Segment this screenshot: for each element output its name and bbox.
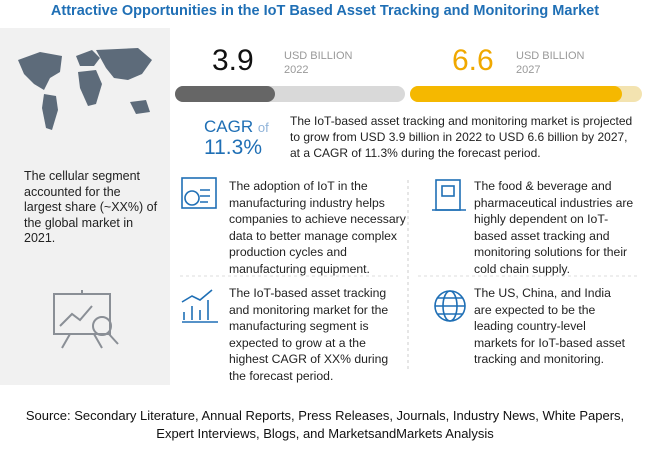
text-line: The US, China, and India bbox=[474, 286, 611, 300]
unit: USD BILLION bbox=[516, 50, 585, 62]
text-line: at a CAGR of 11.3% during the forecast p… bbox=[290, 146, 541, 160]
text-line: Expert Interviews, Blogs, and Marketsand… bbox=[156, 426, 494, 441]
text-line: production cycles and bbox=[229, 245, 347, 259]
text-line: markets for IoT-based asset bbox=[474, 335, 626, 350]
insight: The US, China, and India are expected to … bbox=[474, 285, 625, 368]
text-line: monitoring solutions for their bbox=[474, 245, 628, 259]
cagr: CAGR bbox=[204, 117, 254, 136]
text-line: leading country-level bbox=[474, 319, 586, 333]
text-line: The IoT-based asset tracking and monitor… bbox=[290, 114, 633, 128]
text-line: manufacturing industry helps bbox=[229, 195, 385, 210]
text-line: highly dependent on IoT- bbox=[474, 212, 609, 226]
cagr-value: 11.3% bbox=[204, 136, 262, 159]
market-value: 3.9 bbox=[212, 44, 254, 77]
text-line: are expected to be the bbox=[474, 302, 596, 317]
bar-fill bbox=[175, 86, 275, 102]
text-line: accounted for the bbox=[24, 184, 121, 199]
year: 2022 bbox=[284, 64, 309, 76]
market-unit: USD BILLION 2027 bbox=[516, 49, 584, 77]
insight: The IoT-based asset tracking and monitori… bbox=[229, 285, 388, 384]
text-line: data to better manage complex bbox=[229, 228, 398, 243]
insight-layout bbox=[180, 177, 640, 370]
text-line: manufacturing segment is bbox=[229, 319, 369, 333]
text-line: largest share (~XX%) of bbox=[24, 200, 158, 214]
text-line: companies to achieve necessary bbox=[229, 212, 406, 226]
text-line: tracking and monitoring. bbox=[474, 352, 605, 366]
text-line: pharmaceutical industries are bbox=[474, 195, 634, 210]
text-line: 2021. bbox=[24, 231, 56, 245]
source: Source: Secondary Literature, Annual Rep… bbox=[0, 407, 650, 443]
text-line: manufacturing equipment. bbox=[229, 261, 370, 276]
title: Attractive Opportunities in the IoT Base… bbox=[50, 3, 600, 19]
world-map bbox=[18, 48, 152, 130]
text-line: The cellular segment bbox=[24, 169, 141, 183]
market-unit: USD BILLION 2022 bbox=[284, 49, 352, 77]
text-line: expected to grow at a the bbox=[229, 335, 366, 350]
unit: USD BILLION bbox=[284, 50, 353, 62]
insight: The food & beverage and pharmaceutical in… bbox=[474, 178, 633, 277]
text-line: The IoT-based asset tracking bbox=[229, 286, 387, 300]
presentation-icon bbox=[53, 290, 119, 349]
text-line: Source: Secondary Literature, Annual Rep… bbox=[25, 408, 625, 423]
cagr-of: of bbox=[257, 120, 269, 135]
bar-fill bbox=[410, 86, 622, 102]
market-value: 6.6 bbox=[452, 44, 494, 77]
text-line: The adoption of IoT in the bbox=[229, 179, 368, 193]
text-line: The food & beverage and bbox=[474, 179, 612, 193]
text-line: the global market in bbox=[24, 215, 134, 230]
text-line: cold chain supply. bbox=[474, 261, 570, 276]
text-line: based asset tracking and bbox=[474, 228, 610, 243]
year: 2027 bbox=[516, 64, 541, 76]
insight: The adoption of IoT in the manufacturing … bbox=[229, 178, 406, 277]
summary: The IoT-based asset tracking and monitor… bbox=[290, 113, 632, 161]
text-line: highest CAGR of XX% during bbox=[229, 352, 389, 366]
text-line: the forecast period. bbox=[229, 368, 334, 383]
text-line: and monitoring market for the bbox=[229, 302, 389, 317]
side-note: The cellular segment accounted for the lar… bbox=[24, 169, 157, 247]
cagr-label: CAGR of bbox=[204, 117, 269, 137]
text-line: to grow from USD 3.9 billion in 2022 to … bbox=[290, 130, 628, 144]
